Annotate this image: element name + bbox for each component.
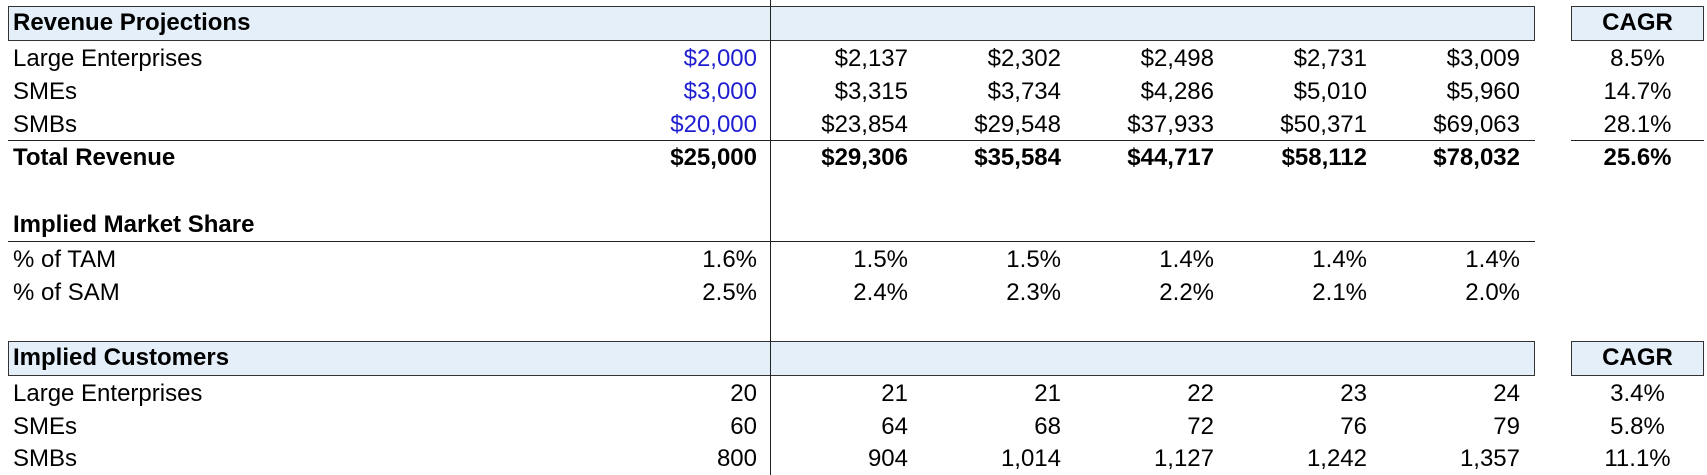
value-cell: $2,000 xyxy=(683,45,757,72)
value-cell: 1,242 xyxy=(1306,445,1367,472)
value-cell: $5,010 xyxy=(1293,78,1367,105)
revenue-total-row: Total Revenue $25,000 $29,306 $35,584 $4… xyxy=(0,141,1707,174)
value-cell: 1,357 xyxy=(1459,445,1520,472)
value-cell: 2.5% xyxy=(702,279,757,306)
value-cell: 2.3% xyxy=(1006,279,1061,306)
row-label: Total Revenue xyxy=(13,144,176,171)
cagr-cell: 5.8% xyxy=(1610,413,1665,440)
value-cell: 20 xyxy=(730,380,757,407)
customers-header-bar xyxy=(8,341,1535,376)
value-cell: $2,302 xyxy=(987,45,1061,72)
value-cell: 1.5% xyxy=(853,246,908,273)
revenue-cagr-header: CAGR xyxy=(1571,6,1704,41)
row-label: SMBs xyxy=(13,445,78,472)
value-cell: $3,009 xyxy=(1446,45,1520,72)
value-cell: 1.6% xyxy=(702,246,757,273)
total-divider xyxy=(8,140,1535,141)
customers-section-title: Implied Customers xyxy=(13,344,230,371)
market-share-row-tam: % of TAM 1.6% 1.5% 1.5% 1.4% 1.4% 1.4% xyxy=(0,243,1707,276)
row-label: SMEs xyxy=(13,413,78,440)
value-cell: 2.2% xyxy=(1159,279,1214,306)
value-cell: 64 xyxy=(881,413,908,440)
value-cell: $2,137 xyxy=(834,45,908,72)
revenue-row-smes: SMEs $3,000 $3,315 $3,734 $4,286 $5,010 … xyxy=(0,75,1707,108)
value-cell: $4,286 xyxy=(1140,78,1214,105)
customers-row-smbs: SMBs 800 904 1,014 1,127 1,242 1,357 11.… xyxy=(0,442,1707,475)
value-cell: 1.5% xyxy=(1006,246,1061,273)
value-cell: $29,306 xyxy=(821,144,908,171)
value-cell: 1.4% xyxy=(1159,246,1214,273)
value-cell: 1.4% xyxy=(1465,246,1520,273)
value-cell: 800 xyxy=(716,445,757,472)
value-cell: $78,032 xyxy=(1433,144,1520,171)
market-share-row-sam: % of SAM 2.5% 2.4% 2.3% 2.2% 2.1% 2.0% xyxy=(0,276,1707,309)
value-cell: 68 xyxy=(1034,413,1061,440)
cagr-cell: 8.5% xyxy=(1610,45,1665,72)
cagr-cell: 3.4% xyxy=(1610,380,1665,407)
value-cell: 22 xyxy=(1187,380,1214,407)
value-cell: 21 xyxy=(1034,380,1061,407)
value-cell: $2,498 xyxy=(1140,45,1214,72)
cagr-cell: 14.7% xyxy=(1603,78,1672,105)
value-cell: 21 xyxy=(881,380,908,407)
cagr-cell: 28.1% xyxy=(1603,111,1672,138)
value-cell: 60 xyxy=(730,413,757,440)
value-cell: $25,000 xyxy=(670,144,757,171)
market-share-divider xyxy=(8,241,1535,242)
value-cell: 1,014 xyxy=(1000,445,1061,472)
customers-row-smes: SMEs 60 64 68 72 76 79 5.8% xyxy=(0,410,1707,443)
value-cell: $3,734 xyxy=(987,78,1061,105)
value-cell: 2.4% xyxy=(853,279,908,306)
value-cell: 23 xyxy=(1340,380,1367,407)
value-cell: $50,371 xyxy=(1280,111,1367,138)
value-cell: $37,933 xyxy=(1127,111,1214,138)
value-cell: $23,854 xyxy=(821,111,908,138)
value-cell: 79 xyxy=(1493,413,1520,440)
row-label: % of TAM xyxy=(13,246,117,273)
value-cell: $20,000 xyxy=(670,111,757,138)
total-cagr-divider xyxy=(1571,140,1704,141)
value-cell: $35,584 xyxy=(974,144,1061,171)
row-label: Large Enterprises xyxy=(13,45,203,72)
cagr-cell: 11.1% xyxy=(1604,445,1671,472)
customers-cagr-header: CAGR xyxy=(1571,341,1704,376)
revenue-section-title: Revenue Projections xyxy=(13,9,251,36)
value-cell: 1.4% xyxy=(1312,246,1367,273)
customers-row-large-enterprises: Large Enterprises 20 21 21 22 23 24 3.4% xyxy=(0,377,1707,410)
row-label: SMBs xyxy=(13,111,78,138)
revenue-row-large-enterprises: Large Enterprises $2,000 $2,137 $2,302 $… xyxy=(0,42,1707,75)
market-share-title: Implied Market Share xyxy=(13,211,255,238)
value-cell: $29,548 xyxy=(974,111,1061,138)
value-cell: $58,112 xyxy=(1281,144,1367,171)
row-label: % of SAM xyxy=(13,279,120,306)
value-cell: $2,731 xyxy=(1293,45,1367,72)
value-cell: 2.1% xyxy=(1312,279,1367,306)
revenue-header-bar xyxy=(8,6,1535,41)
value-cell: $3,315 xyxy=(834,78,908,105)
row-label: Large Enterprises xyxy=(13,380,203,407)
value-cell: $5,960 xyxy=(1446,78,1520,105)
value-cell: 76 xyxy=(1340,413,1367,440)
value-cell: 72 xyxy=(1187,413,1214,440)
row-label: SMEs xyxy=(13,78,78,105)
column-divider xyxy=(770,0,771,475)
cagr-cell: 25.6% xyxy=(1603,144,1672,171)
revenue-row-smbs: SMBs $20,000 $23,854 $29,548 $37,933 $50… xyxy=(0,108,1707,141)
value-cell: $44,717 xyxy=(1127,144,1214,171)
value-cell: $3,000 xyxy=(683,78,757,105)
value-cell: 904 xyxy=(867,445,908,472)
value-cell: 1,127 xyxy=(1153,445,1214,472)
value-cell: $69,063 xyxy=(1433,111,1520,138)
value-cell: 2.0% xyxy=(1465,279,1520,306)
value-cell: 24 xyxy=(1493,380,1520,407)
